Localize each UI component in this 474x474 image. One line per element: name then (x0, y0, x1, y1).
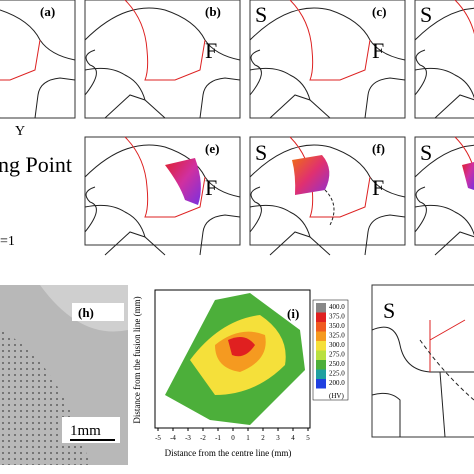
panel-label: (c) (372, 4, 386, 19)
heat-zone (165, 158, 201, 205)
colorbar-label: 300.0 (329, 341, 345, 349)
label-s: S (420, 140, 432, 165)
axis-label: Y (15, 124, 25, 139)
colorbar-label: 275.0 (329, 351, 345, 359)
panel-f: (f) S F (249, 136, 406, 256)
colorbar-label: 200.0 (329, 379, 345, 387)
panel-label: (h) (78, 305, 94, 320)
color-swatch (316, 369, 326, 379)
panel-d: S (414, 0, 474, 119)
color-swatch (316, 303, 326, 313)
unit: (HV) (329, 392, 344, 400)
colorbar-label: 350.0 (329, 322, 345, 330)
color-swatch (316, 350, 326, 360)
color-swatch (316, 322, 326, 332)
color-swatch (316, 312, 326, 322)
caption: ng Point (0, 152, 72, 177)
x-tick-label: -5 (155, 434, 161, 442)
x-tick-label: 3 (276, 434, 280, 442)
note: =1 (0, 234, 15, 249)
label-s: S (383, 298, 395, 323)
panel-h: (h) 1mm (0, 285, 128, 465)
label-f: F (372, 38, 384, 63)
panel-g: S (414, 136, 474, 256)
panel-label: (f) (372, 141, 385, 156)
panel-right: S (371, 284, 474, 438)
color-swatch (316, 341, 326, 351)
label-s: S (255, 140, 267, 165)
color-swatch (316, 331, 326, 341)
panel-label: (e) (205, 141, 219, 156)
x-tick-label: 2 (261, 434, 265, 442)
x-tick-label: -1 (215, 434, 221, 442)
y-axis-label: Distance from the fusion line (mm) (132, 296, 142, 423)
label-f: F (205, 175, 217, 200)
label-s: S (255, 2, 267, 27)
panel-label: (b) (205, 4, 221, 19)
scale-label: 1mm (70, 423, 101, 439)
x-tick-label: -4 (170, 434, 176, 442)
x-tick-label: 1 (246, 434, 250, 442)
panel-e: (e) F (84, 136, 241, 256)
label-s: S (420, 2, 432, 27)
heat-zone (462, 162, 474, 190)
colorbar-label: 325.0 (329, 332, 345, 340)
label-f: F (205, 38, 217, 63)
x-tick-label: -2 (200, 434, 206, 442)
panel-c: (c) S F (249, 0, 406, 119)
color-swatch (316, 360, 326, 370)
colorbar-label: 400.0 (329, 303, 345, 311)
panel-b: (b) F (84, 0, 241, 119)
x-tick-label: -3 (185, 434, 191, 442)
color-swatch (316, 379, 326, 389)
colorbar-label: 375.0 (329, 313, 345, 321)
panel-label: (i) (287, 306, 299, 321)
panel-a: (a) (0, 0, 76, 119)
x-tick-label: 4 (291, 434, 295, 442)
colorbar-label: 250.0 (329, 360, 345, 368)
panel-label: (a) (40, 4, 55, 19)
heat-zone (292, 155, 330, 195)
label-f: F (372, 175, 384, 200)
x-axis-label: Distance from the centre line (mm) (165, 448, 292, 458)
x-tick-label: 5 (306, 434, 310, 442)
x-tick-label: 0 (231, 434, 235, 442)
colorbar-label: 225.0 (329, 370, 345, 378)
